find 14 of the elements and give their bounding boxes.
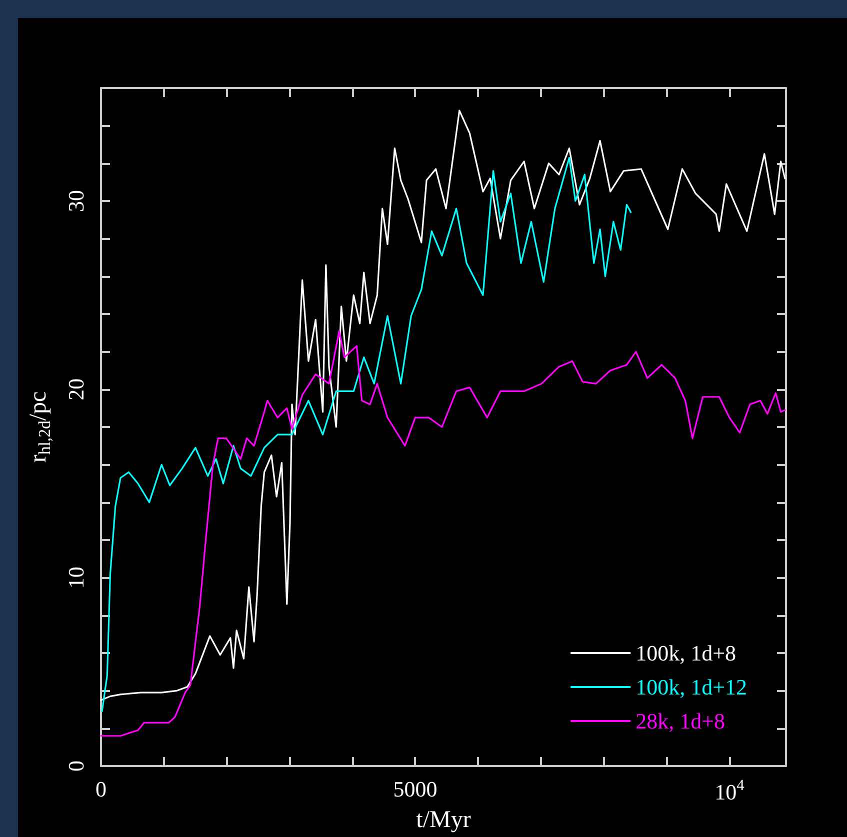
legend-label: 100k, 1d+8: [636, 640, 736, 666]
legend-label: 100k, 1d+12: [636, 674, 748, 700]
y-axis-title: rhl,2d/pc: [26, 391, 54, 463]
line-series: [100, 110, 786, 701]
legend-label: 28k, 1d+8: [636, 708, 726, 734]
y-tick-label: 0: [64, 760, 88, 772]
y-tick-label: 30: [64, 190, 88, 212]
line-series: [100, 330, 786, 737]
x-axis-title: t/Myr: [416, 807, 471, 833]
x-tick-label: 0: [96, 776, 106, 802]
line-series: [101, 156, 632, 712]
x-tick-label: 5000: [393, 776, 438, 802]
y-tick-label: 20: [64, 378, 88, 400]
y-tick-label: 10: [64, 566, 88, 589]
